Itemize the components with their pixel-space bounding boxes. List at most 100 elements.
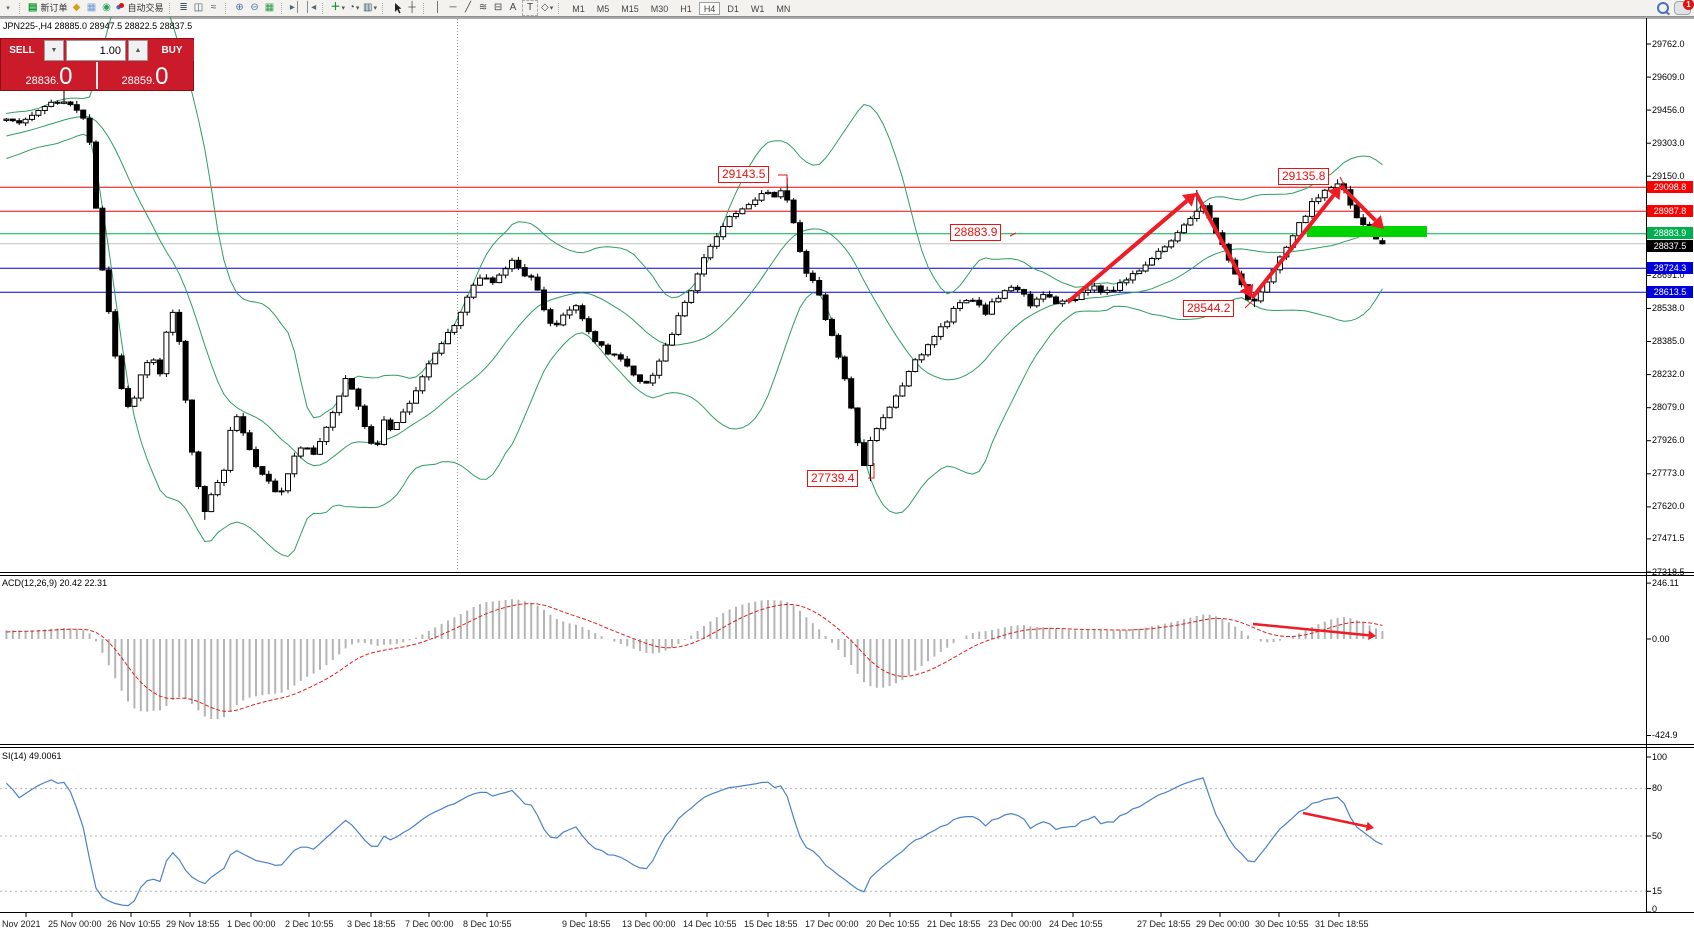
timeframe-m1[interactable]: M1 [567,2,590,15]
zoom-out-icon[interactable]: ⊖ [250,2,259,13]
new-order-icon: ▤ [28,2,38,13]
price-tick-label: 27318.5 [1652,566,1685,577]
rsi-tick-label: 50 [1652,830,1663,841]
price-tick-label: 29762.0 [1652,38,1685,49]
time-tick-label: 29 Dec 00:00 [1196,919,1250,929]
volume-decrease-button[interactable]: ▼ [44,40,64,61]
text-tool-icon[interactable]: A [509,2,517,13]
candle-chart-icon[interactable]: ◫ [193,2,204,13]
toolbar-grip [321,2,326,14]
globe-icon: ● [115,2,122,13]
timeframe-h4[interactable]: H4 [698,1,721,15]
text-label-tool-icon[interactable]: T [522,0,539,16]
new-order-label: 新订单 [40,2,68,13]
level-price-badge: 28613.5 [1647,286,1693,299]
price-divider [96,62,98,89]
time-tick-label: 20 Dec 10:55 [866,919,920,929]
chart-ohlc-title: JPN225-,H4 28885.0 28947.5 28822.5 28837… [3,21,193,31]
time-tick-label: 25 Nov 00:00 [48,919,102,929]
trendline-tool-icon[interactable]: ╱ [465,2,472,13]
timeframe-m15[interactable]: M15 [616,2,644,15]
price-tick-label: 28079.0 [1652,402,1685,413]
time-tick-label: 23 Dec 00:00 [988,919,1042,929]
time-tick-label: Nov 2021 [2,919,41,929]
timeframe-h1[interactable]: H1 [675,2,697,15]
price-annotation[interactable]: 28544.2 [1183,300,1235,317]
tile-windows-icon[interactable]: ▦ [264,2,275,13]
buy-button[interactable]: BUY [150,40,194,61]
new-order-button[interactable]: ▤ 新订单 [28,1,67,15]
price-tick-label: 28232.0 [1652,369,1685,380]
search-icon[interactable] [1657,2,1669,14]
time-tick-label: 27 Dec 18:55 [1137,919,1191,929]
level-price-badge: 28987.8 [1647,205,1693,218]
buy-price-main: 28859 [121,75,153,87]
timeframe-d1[interactable]: D1 [722,2,744,15]
price-tick-label: 29456.0 [1652,104,1685,115]
time-tick-label: 3 Dec 18:55 [347,919,396,929]
price-annotation[interactable]: 28883.9 [950,224,1002,241]
sell-price-big-digit: 0 [59,63,73,90]
bar-chart-icon[interactable]: ≣ [179,2,188,13]
buy-price-big-digit: 0 [155,63,169,90]
timeframe-w1[interactable]: W1 [746,2,770,15]
horizontal-line-tool-icon[interactable]: ─ [449,2,457,13]
auto-scroll-icon[interactable]: ▸│ [289,2,302,13]
time-tick-label: 21 Dec 18:55 [927,919,981,929]
crosshair-tool-icon[interactable]: ┼ [408,2,416,13]
vertical-line-tool-icon[interactable]: │ [434,2,442,13]
rsi-tick-label: 15 [1652,885,1663,896]
indicators-button[interactable]: ＋ ▾ [330,2,346,13]
toolbar-grip [382,2,386,14]
level-price-badge: 28724.3 [1647,262,1693,275]
price-annotation[interactable]: 29135.8 [1278,168,1330,185]
price-tick-label: 27471.5 [1652,533,1685,544]
data-window-icon[interactable]: ▦ [86,2,97,13]
volume-increase-button[interactable]: ▲ [128,40,148,61]
autotrade-status-dot [118,2,124,8]
cursor-tool-icon[interactable] [391,1,403,15]
volume-input[interactable] [66,40,126,61]
notification-badge: 1 [1683,0,1694,10]
rsi-tick-label: 0 [1652,903,1658,914]
line-chart-icon[interactable]: ≈ [210,2,217,13]
templates-button[interactable]: ▥ ▾ [363,2,378,13]
time-tick-label: 29 Nov 18:55 [166,919,220,929]
time-tick-label: 15 Dec 18:55 [744,919,798,929]
zoom-in-icon[interactable]: ⊕ [235,2,244,13]
price-tick-label: 29150.0 [1652,170,1685,181]
price-annotation[interactable]: 27739.4 [807,470,859,487]
chart-shift-icon[interactable]: │◂ [304,2,317,13]
notifications-icon[interactable]: 1 [1674,0,1694,15]
rsi-tick-label: 100 [1652,751,1668,762]
time-tick-label: 24 Dec 10:55 [1049,919,1103,929]
autotrade-button[interactable]: ● 自动交易 [115,1,164,15]
market-watch-icon[interactable]: ◆ [72,2,81,13]
fibonacci-tool-icon[interactable]: ≋ [478,2,488,13]
sell-button[interactable]: SELL [2,40,42,61]
toolbar: ▾ ▤ 新订单 ◆ ▦ ◉ ● 自动交易 ≣ ◫ ≈ ⊕ ⊖ ▦ ▸│ │◂ ＋… [0,0,1694,17]
rsi-tick-label: 80 [1652,783,1663,794]
macd-tick-label: -424.9 [1652,730,1678,740]
sell-price-dot: . [56,75,60,87]
price-annotation[interactable]: 29143.5 [718,166,770,183]
toolbar-grip [168,2,173,14]
timeframe-m5[interactable]: M5 [592,2,615,15]
macd-tick-label: 246.11 [1652,577,1679,588]
periods-button[interactable]: ◔ ▾ [348,2,360,13]
buy-price[interactable]: 28859. 0 [98,62,192,89]
timeframe-m30[interactable]: M30 [646,2,674,15]
price-tick-label: 28385.0 [1652,336,1685,346]
cursor-arrow-glyph [394,2,401,13]
timeframe-mn[interactable]: MN [771,2,795,15]
toolbar-grip [280,2,285,14]
arrows-tool-icon[interactable]: ◇ ▾ [541,2,554,13]
time-tick-label: 8 Dec 10:55 [463,919,512,929]
time-tick-label: 9 Dec 18:55 [562,919,611,929]
signal-icon[interactable]: ◉ [102,2,111,13]
channel-tool-icon[interactable]: ⊟ [493,2,503,13]
toolbar-caret[interactable]: ▾ [6,4,10,12]
sell-price[interactable]: 28836. 0 [2,62,96,89]
time-tick-label: 7 Dec 00:00 [405,919,454,929]
